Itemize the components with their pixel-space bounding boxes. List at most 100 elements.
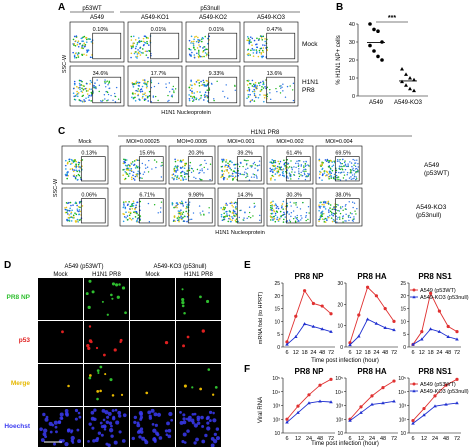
flow-dot (355, 178, 357, 181)
flow-dot (206, 42, 209, 45)
flow-dot (186, 215, 189, 218)
flow-dot (177, 203, 179, 206)
flow-dot (229, 210, 232, 213)
flow-dot (199, 91, 201, 93)
cell-spot (42, 432, 47, 437)
flow-plot-pr8: 34.6% (69, 65, 125, 107)
flow-dot (282, 200, 285, 203)
cell-spot (131, 436, 135, 441)
flow-dot (283, 162, 286, 165)
data-point (383, 326, 387, 329)
flow-dot (249, 82, 251, 85)
flow-dot (337, 216, 339, 219)
flow-dot (113, 92, 116, 95)
flow-dot (64, 211, 67, 214)
flow-dot (299, 208, 302, 210)
flow-dot (196, 79, 199, 82)
cell-spot (166, 421, 170, 426)
flow-dot (351, 213, 353, 215)
flow-dot (282, 221, 285, 223)
flow-dot (83, 35, 86, 38)
cell-spot (211, 393, 215, 396)
flow-gate (150, 32, 180, 60)
flow-dot (198, 53, 200, 55)
flow-dot (289, 221, 292, 223)
flow-dot (247, 86, 250, 89)
cell-spot (206, 421, 210, 425)
flow-dot (345, 179, 347, 181)
flow-dot (273, 165, 275, 167)
flow-dot (287, 162, 290, 165)
flow-dot (274, 159, 276, 162)
micrograph (130, 407, 175, 447)
flow-dot (72, 51, 74, 54)
flow-dot (286, 169, 288, 171)
flow-dot (96, 79, 98, 81)
x-tick-label: 6 (411, 436, 414, 442)
flow-dot (228, 160, 231, 163)
flow-dot (351, 174, 354, 176)
flow-dot (256, 176, 258, 178)
flow-dot (300, 219, 302, 221)
series-line (286, 289, 332, 343)
flow-dot (133, 211, 135, 214)
gate-percentage: 38.0% (335, 192, 351, 198)
flow-dot (89, 79, 92, 82)
flow-dot (183, 176, 186, 178)
cell-spot (181, 440, 185, 444)
flow-dot (180, 179, 182, 181)
cell-spot (88, 279, 92, 283)
flow-dot (342, 165, 345, 167)
flow-dot (141, 177, 143, 179)
flow-dot (337, 209, 339, 212)
flow-dot (318, 218, 320, 221)
cell-spot (215, 436, 220, 441)
flow-dot (177, 210, 180, 212)
y-tick-label: 10² (336, 417, 344, 423)
y-tick-label: 10 (274, 319, 280, 325)
flow-dot (250, 166, 253, 168)
cell-spot (205, 416, 209, 421)
flow-dot (270, 201, 273, 203)
flow-dot (277, 160, 280, 163)
flow-dot (193, 40, 195, 43)
flow-dot (146, 50, 148, 53)
flow-dot (230, 201, 233, 204)
flow-dot (73, 216, 75, 219)
data-point (400, 67, 404, 71)
flow-dot (134, 208, 136, 210)
flow-dot (81, 91, 84, 93)
flow-dot (262, 35, 265, 38)
flow-dot (324, 217, 327, 220)
flow-dot (145, 86, 148, 89)
flow-dot (256, 51, 258, 53)
flow-dot (256, 85, 258, 88)
flow-dot (203, 213, 205, 215)
flow-dot (241, 173, 243, 176)
flow-dot (191, 168, 194, 170)
flow-gate (187, 156, 213, 182)
flow-dot (68, 209, 71, 212)
y-tick-label: 10 (400, 431, 406, 437)
cell-spot (133, 415, 138, 420)
flow-dot (252, 173, 254, 175)
flow-dot (66, 174, 68, 177)
flow-dot (274, 220, 277, 223)
cell-spot (206, 426, 211, 431)
flow-dot (87, 96, 90, 99)
column-label: Mock (53, 272, 68, 278)
flow-dot (324, 174, 327, 177)
flow-dot (141, 162, 144, 165)
flow-dot (234, 175, 237, 178)
row-label: A549-KO3 (416, 204, 447, 211)
flow-dot (66, 177, 68, 180)
flow-dot (79, 86, 81, 89)
flow-dot (132, 204, 135, 207)
flow-dot (331, 165, 333, 168)
flow-dot (296, 160, 298, 163)
flow-dot (66, 210, 69, 212)
flow-dot (264, 38, 266, 40)
flow-dot (329, 207, 331, 209)
flow-dot (295, 166, 297, 169)
flow-dot (168, 82, 171, 84)
